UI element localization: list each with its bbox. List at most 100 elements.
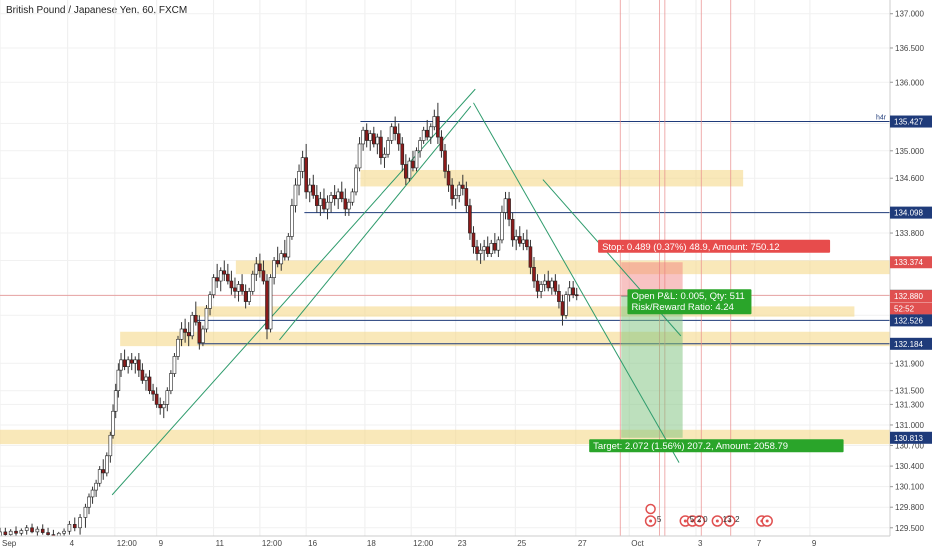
candle-body bbox=[293, 184, 298, 206]
event-marker-dot bbox=[715, 519, 719, 523]
candle-body bbox=[379, 136, 383, 158]
candle-body bbox=[179, 328, 184, 340]
candle-body bbox=[275, 260, 280, 265]
time-tick-label: 16 bbox=[308, 539, 317, 548]
price-tick-label: 130.700 bbox=[895, 442, 924, 451]
candle-body bbox=[393, 126, 397, 134]
candle bbox=[546, 270, 551, 292]
price-mark: 132.880 bbox=[890, 290, 932, 303]
candle-body bbox=[311, 184, 316, 196]
candle bbox=[158, 397, 162, 415]
event-marker-dot bbox=[649, 519, 653, 523]
candle bbox=[94, 479, 98, 497]
pnl-label-bg bbox=[627, 289, 752, 315]
candle-body bbox=[282, 253, 287, 258]
candle bbox=[165, 387, 170, 412]
candle-body bbox=[161, 404, 166, 409]
candle bbox=[574, 287, 579, 301]
target-label: Target: 2.072 (1.56%) 207.2, Amount: 205… bbox=[589, 439, 844, 453]
horizontal-levels bbox=[0, 121, 890, 345]
candle bbox=[443, 143, 447, 179]
price-mark-bg bbox=[890, 314, 932, 327]
zone-rect bbox=[360, 169, 744, 187]
candle bbox=[553, 274, 558, 295]
candle bbox=[14, 526, 18, 536]
zone-rect bbox=[195, 306, 855, 317]
candle-body bbox=[318, 198, 323, 206]
candle-body bbox=[105, 455, 109, 474]
candle bbox=[564, 291, 568, 319]
candle-body bbox=[3, 531, 8, 535]
candle bbox=[379, 130, 383, 165]
candle-body bbox=[204, 308, 209, 330]
candle-body bbox=[368, 133, 373, 141]
time-tick-label: 27 bbox=[578, 539, 587, 548]
candle bbox=[133, 356, 138, 374]
candle bbox=[90, 486, 95, 504]
price-tick-label: 131.900 bbox=[895, 359, 924, 368]
price-axis[interactable]: 137.000136.500136.000135.400135.000134.6… bbox=[876, 0, 932, 550]
time-tick-label: Sep bbox=[2, 539, 17, 548]
candle-body bbox=[567, 287, 572, 296]
candle-body bbox=[72, 524, 77, 529]
candle-body bbox=[111, 410, 115, 436]
candle-body bbox=[240, 284, 244, 292]
candle bbox=[514, 229, 519, 251]
candle bbox=[35, 526, 40, 536]
candle-body bbox=[557, 291, 561, 302]
zone-rect bbox=[235, 260, 891, 275]
candle bbox=[482, 239, 486, 261]
candle-body bbox=[549, 280, 554, 289]
event-markers[interactable]: 5 5 2 0 13 2 bbox=[644, 503, 773, 527]
candle-body bbox=[421, 129, 426, 141]
candle bbox=[0, 527, 2, 541]
target-label-text: Target: 2.072 (1.56%) 207.2, Amount: 205… bbox=[593, 441, 788, 452]
short-position-tool[interactable] bbox=[621, 262, 683, 438]
price-mark: 134.098 bbox=[890, 206, 932, 219]
time-tick-label: 12:00 bbox=[262, 539, 283, 548]
candle-body bbox=[347, 201, 351, 210]
price-tick-label: 136.500 bbox=[895, 44, 924, 53]
candle bbox=[111, 404, 115, 439]
price-mark-label: 132.184 bbox=[894, 340, 923, 349]
candle bbox=[329, 191, 333, 213]
time-tick-label: 3 bbox=[698, 539, 703, 548]
candle bbox=[24, 525, 29, 535]
candle-body bbox=[190, 314, 195, 337]
candle bbox=[500, 205, 504, 244]
candle-body bbox=[329, 195, 333, 203]
candle-body bbox=[574, 294, 579, 297]
price-mark-label: 133.374 bbox=[894, 258, 923, 267]
candle-body bbox=[453, 195, 458, 200]
candle-body bbox=[172, 356, 177, 374]
candle-body bbox=[258, 263, 262, 272]
candle-body bbox=[226, 273, 230, 282]
candle bbox=[282, 239, 287, 261]
candle bbox=[521, 233, 526, 251]
candle-body bbox=[116, 369, 121, 391]
chart-title: British Pound / Japanese Yen, 60, FXCM bbox=[6, 5, 188, 16]
candle-body bbox=[325, 201, 330, 210]
candle-body bbox=[101, 469, 106, 474]
price-mark-label: 132.880 bbox=[894, 292, 923, 301]
time-tick-label: 23 bbox=[458, 539, 467, 548]
candle bbox=[147, 370, 152, 395]
candle-body bbox=[122, 359, 127, 368]
candle bbox=[233, 277, 237, 299]
candle bbox=[386, 137, 390, 158]
candle-body bbox=[46, 532, 50, 535]
candle-body bbox=[261, 270, 266, 282]
time-axis[interactable]: Sep 4 12:00 9 11 12:00 16 18 12:00 23 25 27 Oct 3 7 9 bbox=[0, 535, 932, 550]
candle-body bbox=[30, 527, 34, 533]
candle-body bbox=[272, 260, 276, 278]
time-axis-bg bbox=[0, 536, 932, 550]
candle bbox=[108, 431, 113, 463]
price-mark-bg bbox=[890, 431, 932, 444]
candle bbox=[218, 267, 223, 292]
candle bbox=[72, 517, 77, 532]
event-marker-dot bbox=[698, 519, 702, 523]
support-resistance-zones bbox=[0, 169, 891, 445]
candle-body bbox=[78, 517, 82, 529]
